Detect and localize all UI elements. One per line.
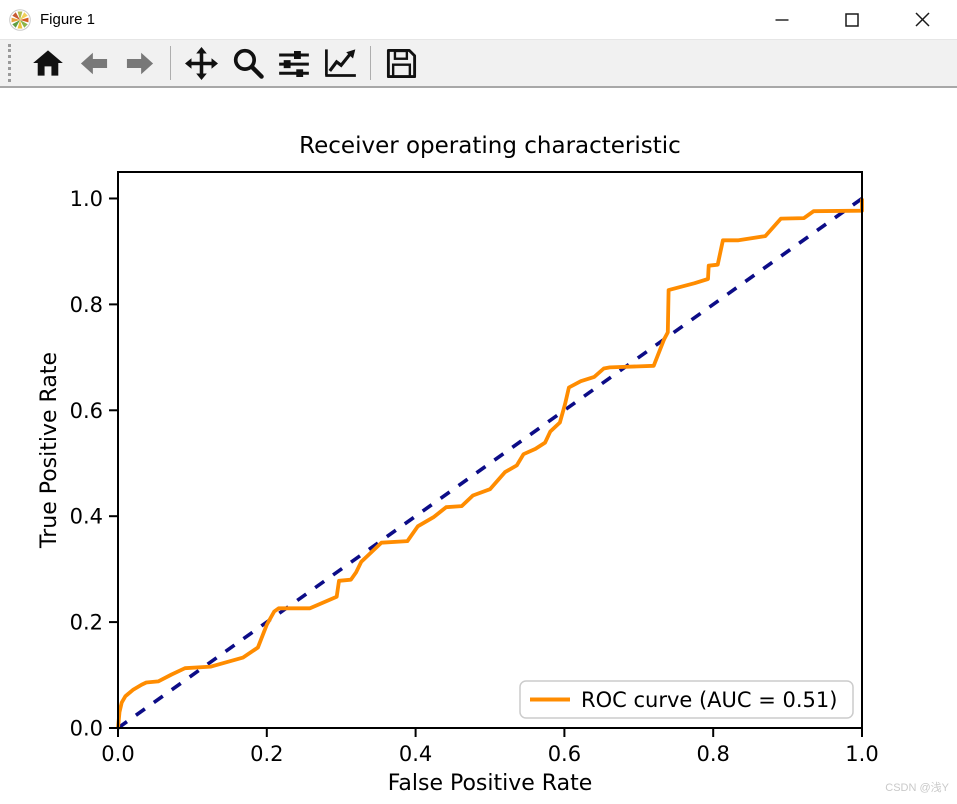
x-tick-label: 0.4	[399, 742, 432, 766]
toolbar-separator	[170, 46, 171, 80]
zoom-icon	[233, 48, 264, 79]
x-tick-label: 0.0	[101, 742, 134, 766]
maximize-button[interactable]	[817, 0, 887, 39]
toolbar-drag-handle[interactable]	[8, 44, 11, 82]
series-roc-curve	[116, 198, 864, 729]
y-tick-label: 0.6	[70, 399, 103, 423]
save-button[interactable]	[380, 42, 423, 84]
x-tick-label: 1.0	[845, 742, 878, 766]
caption-buttons	[747, 0, 957, 39]
maximize-icon	[845, 12, 859, 27]
minimize-button[interactable]	[747, 0, 817, 39]
back-button[interactable]	[72, 42, 115, 84]
axes-spines	[117, 171, 863, 729]
x-tick-label: 0.2	[250, 742, 283, 766]
legend-label: ROC curve (AUC = 0.51)	[581, 688, 837, 712]
save-icon	[386, 48, 417, 78]
watermark: CSDN @浅Y	[885, 782, 949, 794]
y-tick-label: 0.8	[70, 293, 103, 317]
forward-button[interactable]	[118, 42, 161, 84]
x-tick-label: 0.8	[696, 742, 729, 766]
y-axis-label: True Positive Rate	[37, 352, 62, 549]
figure-canvas[interactable]: 0.0 0.2 0.4 0.6 0.8 1.0 0.0 0.2 0.4 0.6 0.8 1.0 Rece…	[0, 88, 957, 804]
toolbar-separator	[370, 46, 371, 80]
minimize-icon	[775, 18, 789, 21]
configure-subplots-button[interactable]	[272, 42, 315, 84]
subplots-icon	[278, 51, 309, 77]
legend-box	[519, 680, 854, 719]
navigation-toolbar	[0, 39, 957, 88]
x-tick-label: 0.6	[548, 742, 581, 766]
y-tick-label: 0.4	[70, 505, 103, 529]
matplotlib-logo-icon	[9, 8, 31, 31]
series-chance-diagonal	[116, 197, 864, 730]
forward-icon	[126, 52, 153, 74]
roc-chart: 0.0 0.2 0.4 0.6 0.8 1.0 0.0 0.2 0.4 0.6 0.8 1.0 Rece…	[37, 133, 879, 796]
zoom-button[interactable]	[226, 42, 269, 84]
window-title: Figure 1	[40, 11, 96, 28]
close-icon	[914, 12, 930, 27]
customize-axes-button[interactable]	[318, 42, 361, 84]
pan-button[interactable]	[180, 42, 223, 84]
chart-title: Receiver operating characteristic	[299, 133, 681, 159]
home-icon	[32, 50, 63, 76]
home-button[interactable]	[26, 42, 69, 84]
y-tick-label: 1.0	[70, 187, 103, 211]
pan-icon	[185, 46, 218, 80]
customize-icon	[324, 49, 356, 77]
y-tick-label: 0.0	[70, 717, 103, 741]
x-axis-label: False Positive Rate	[388, 771, 592, 796]
y-tick-label: 0.2	[70, 611, 103, 635]
close-button[interactable]	[887, 0, 957, 39]
title-bar: Figure 1	[0, 0, 957, 39]
back-icon	[80, 52, 107, 74]
